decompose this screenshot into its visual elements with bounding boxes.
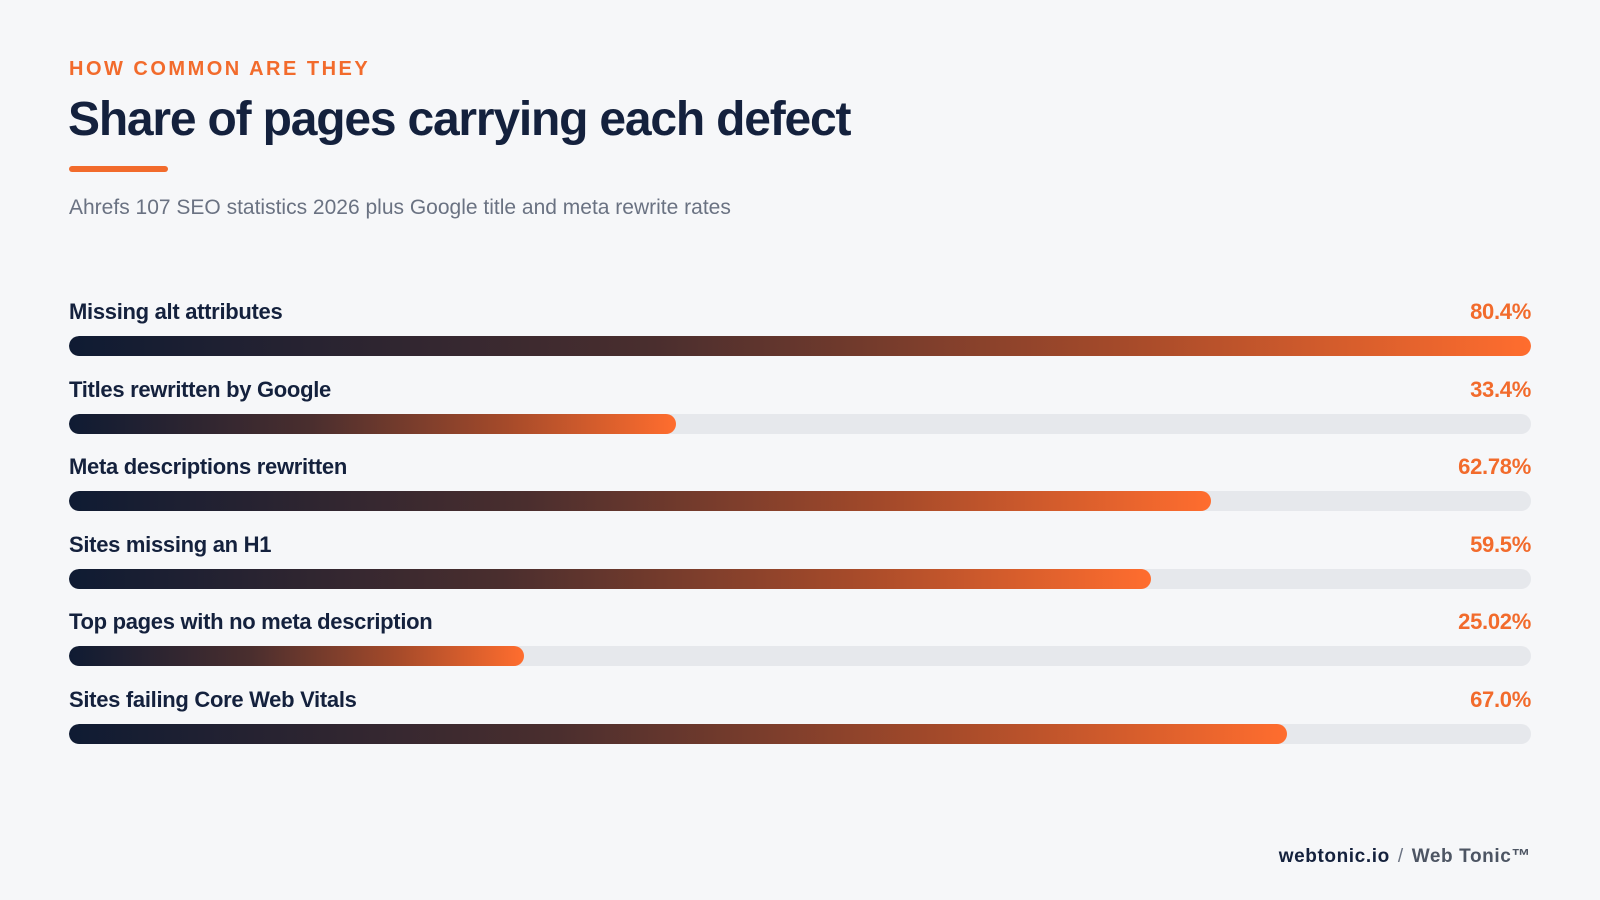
title-accent-rule bbox=[69, 166, 168, 172]
footer-brand: Web Tonic™ bbox=[1411, 846, 1531, 867]
bar-value-label: 25.02% bbox=[1458, 609, 1531, 635]
bar-track bbox=[69, 723, 1531, 744]
bar-row: Top pages with no meta description 25.02% bbox=[69, 606, 1531, 684]
bar-label: Sites missing an H1 bbox=[69, 531, 272, 557]
bar-label: Sites failing Core Web Vitals bbox=[69, 686, 357, 712]
footer-credit: webtonic.io / Web Tonic™ bbox=[1279, 846, 1531, 868]
bar-list: Missing alt attributes 80.4% Titles rewrit… bbox=[69, 296, 1531, 762]
bar-value-label: 62.78% bbox=[1458, 454, 1531, 480]
bar-track bbox=[69, 568, 1531, 589]
bar-value-label: 59.5% bbox=[1470, 531, 1531, 557]
bar-label: Titles rewritten by Google bbox=[69, 376, 331, 402]
bar-row: Sites failing Core Web Vitals 67.0% bbox=[69, 684, 1531, 762]
bar-value-label: 80.4% bbox=[1470, 299, 1531, 324]
bar-fill bbox=[69, 723, 1287, 744]
chart-subtitle: Ahrefs 107 SEO statistics 2026 plus Goog… bbox=[69, 196, 731, 219]
bar-fill bbox=[69, 568, 1151, 589]
eyebrow-label: HOW COMMON ARE THEY bbox=[69, 58, 371, 80]
bar-row: Titles rewritten by Google 33.4% bbox=[69, 374, 1531, 452]
bar-row: Meta descriptions rewritten 62.78% bbox=[69, 451, 1531, 529]
bar-label: Top pages with no meta description bbox=[69, 609, 433, 635]
bar-track bbox=[69, 336, 1531, 356]
bar-fill bbox=[69, 491, 1211, 512]
bar-track bbox=[69, 491, 1531, 512]
bar-value-label: 33.4% bbox=[1470, 376, 1531, 402]
bar-label: Missing alt attributes bbox=[69, 299, 283, 324]
chart-title: Share of pages carrying each defect bbox=[68, 93, 852, 146]
bar-row: Missing alt attributes 80.4% bbox=[69, 296, 1531, 374]
bar-track bbox=[69, 646, 1531, 667]
bar-fill bbox=[69, 413, 676, 434]
bar-value-label: 67.0% bbox=[1470, 686, 1531, 712]
bar-label: Meta descriptions rewritten bbox=[69, 454, 347, 480]
footer-domain: webtonic.io bbox=[1278, 846, 1390, 867]
bar-fill bbox=[69, 336, 1531, 356]
bar-track bbox=[69, 413, 1531, 434]
bar-row: Sites missing an H1 59.5% bbox=[69, 529, 1531, 607]
bar-fill bbox=[69, 646, 524, 667]
footer-separator: / bbox=[1397, 846, 1404, 867]
